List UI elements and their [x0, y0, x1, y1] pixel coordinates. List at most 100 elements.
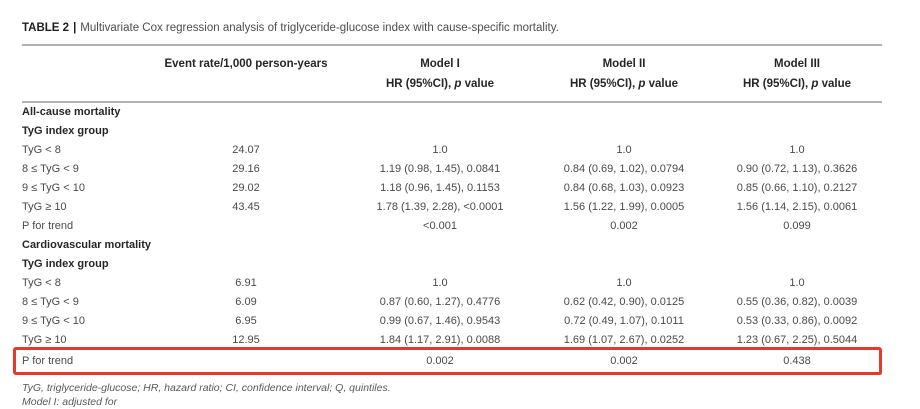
- hr-ci-text: HR (95%CI),: [569, 78, 639, 90]
- value-cell: 1.0: [432, 277, 448, 289]
- table-row: P for trend 0.002 0.002 0.438: [22, 350, 882, 375]
- value-cell: [148, 255, 344, 274]
- value-cell: 0.55 (0.36, 0.82), 0.0039: [736, 296, 858, 308]
- hr-ci-text: HR (95%CI),: [742, 78, 812, 90]
- value-cell: [344, 236, 536, 255]
- value-cell: [536, 122, 712, 141]
- value-cell: 6.09: [235, 296, 257, 308]
- value-cell: 43.45: [232, 201, 260, 213]
- value-cell: 0.099: [783, 220, 811, 232]
- value-cell: [344, 122, 536, 141]
- value-cell: [148, 350, 344, 375]
- header-model-1: Model I HR (95%CI), p value: [344, 44, 536, 103]
- value-cell: [536, 236, 712, 255]
- row-label: P for trend: [22, 220, 74, 232]
- value-cell: 1.19 (0.98, 1.45), 0.0841: [379, 163, 501, 175]
- value-cell: 29.02: [232, 182, 260, 194]
- table-row: All-cause mortality: [22, 102, 882, 122]
- p-italic: p: [638, 78, 646, 90]
- table-row: 9 ≤ TyG < 10 6.95 0.99 (0.67, 1.46), 0.954…: [22, 312, 882, 331]
- p-italic: p: [811, 78, 819, 90]
- header-model-3: Model III HR (95%CI), p value: [712, 44, 882, 103]
- value-cell: [148, 102, 344, 122]
- value-cell: [712, 236, 882, 255]
- table-header: Event rate/1,000 person-years Model I HR…: [22, 44, 882, 103]
- table-number: TABLE 2: [22, 22, 70, 34]
- table-row: TyG ≥ 10 12.95 1.84 (1.17, 2.91), 0.0088 1.…: [22, 331, 882, 350]
- row-label: TyG ≥ 10: [22, 334, 67, 346]
- header-model-2: Model II HR (95%CI), p value: [536, 44, 712, 103]
- row-label: Cardiovascular mortality: [22, 239, 151, 251]
- value-cell: 1.69 (1.07, 2.67), 0.0252: [563, 334, 685, 346]
- table-row: TyG index group: [22, 255, 882, 274]
- value-cell: 0.002: [610, 220, 638, 232]
- table-body: All-cause mortality TyG index group TyG < …: [22, 102, 882, 375]
- table-row: 9 ≤ TyG < 10 29.02 1.18 (0.96, 1.45), 0.11…: [22, 179, 882, 198]
- value-cell: 0.002: [344, 350, 536, 375]
- table-row: 8 ≤ TyG < 9 6.09 0.87 (0.60, 1.27), 0.4776…: [22, 293, 882, 312]
- value-cell: 6.91: [235, 277, 257, 289]
- value-cell: [712, 255, 882, 274]
- row-label: TyG index group: [22, 125, 109, 137]
- value-cell: 0.90 (0.72, 1.13), 0.3626: [736, 163, 858, 175]
- row-label: TyG < 8: [22, 144, 61, 156]
- value-cell: [148, 122, 344, 141]
- value-cell: 1.0: [789, 144, 805, 156]
- value-cell: [536, 255, 712, 274]
- value-cell: [712, 102, 882, 122]
- value-cell: 1.0: [616, 144, 632, 156]
- table-row: TyG index group: [22, 122, 882, 141]
- hr-ci-text: HR (95%CI),: [385, 78, 455, 90]
- value-cell: 1.56 (1.14, 2.15), 0.0061: [736, 201, 858, 213]
- value-cell: [536, 102, 712, 122]
- value-cell: 0.87 (0.60, 1.27), 0.4776: [379, 296, 501, 308]
- value-cell: 29.16: [232, 163, 260, 175]
- table-row: Cardiovascular mortality: [22, 236, 882, 255]
- header-model-2-subheader: HR (95%CI), p value: [536, 74, 712, 94]
- value-cell: 24.07: [232, 144, 260, 156]
- value-cell: 1.0: [789, 277, 805, 289]
- value-cell: 0.84 (0.69, 1.02), 0.0794: [563, 163, 685, 175]
- row-label: TyG index group: [22, 258, 109, 270]
- value-cell: <0.001: [423, 220, 457, 232]
- value-cell: [344, 102, 536, 122]
- row-label: TyG < 8: [22, 277, 61, 289]
- value-cell: 0.002: [536, 350, 712, 375]
- value-cell: 1.0: [432, 144, 448, 156]
- value-cell: [344, 255, 536, 274]
- table-caption: TABLE 2 | Multivariate Cox regression anal…: [22, 21, 920, 35]
- value-cell: [148, 217, 344, 236]
- value-cell: 0.72 (0.49, 1.07), 0.1011: [564, 315, 684, 327]
- value-cell: 1.84 (1.17, 2.91), 0.0088: [379, 334, 501, 346]
- header-model-3-subheader: HR (95%CI), p value: [712, 74, 882, 94]
- header-model-1-label: Model I: [420, 58, 460, 70]
- value-text: value: [818, 78, 851, 90]
- value-cell: 0.53 (0.33, 0.86), 0.0092: [736, 315, 858, 327]
- header-model-3-label: Model III: [774, 58, 820, 70]
- value-text: value: [461, 78, 494, 90]
- value-cell: [148, 236, 344, 255]
- value-cell: 12.95: [232, 334, 260, 346]
- value-text: value: [645, 78, 678, 90]
- value-cell: 1.0: [616, 277, 632, 289]
- caption-separator: |: [73, 22, 77, 34]
- value-cell: [712, 122, 882, 141]
- caption-text: Multivariate Cox regression analysis of …: [80, 22, 559, 34]
- row-label: 9 ≤ TyG < 10: [22, 182, 86, 194]
- row-label: All-cause mortality: [22, 106, 121, 118]
- cox-regression-table: Event rate/1,000 person-years Model I HR…: [22, 44, 882, 375]
- header-event-rate: Event rate/1,000 person-years: [148, 44, 344, 103]
- value-cell: 0.99 (0.67, 1.46), 0.9543: [379, 315, 501, 327]
- footnote-model-clipped: Model I: adjusted for: [22, 396, 118, 408]
- header-event-rate-label: Event rate/1,000 person-years: [164, 58, 328, 70]
- table-wrapper: Event rate/1,000 person-years Model I HR…: [13, 44, 882, 375]
- value-cell: 6.95: [235, 315, 257, 327]
- header-empty: [22, 44, 148, 103]
- table-row: TyG ≥ 10 43.45 1.78 (1.39, 2.28), <0.0001 1…: [22, 198, 882, 217]
- value-cell: 1.78 (1.39, 2.28), <0.0001: [376, 201, 504, 213]
- row-label: P for trend: [22, 350, 148, 375]
- table-row: P for trend <0.001 0.002 0.099: [22, 217, 882, 236]
- table-row: TyG < 8 6.91 1.0 1.0 1.0: [22, 274, 882, 293]
- footnote-abbreviations: TyG, triglyceride-glucose; HR, hazard ra…: [22, 382, 391, 394]
- row-label: 8 ≤ TyG < 9: [22, 296, 79, 308]
